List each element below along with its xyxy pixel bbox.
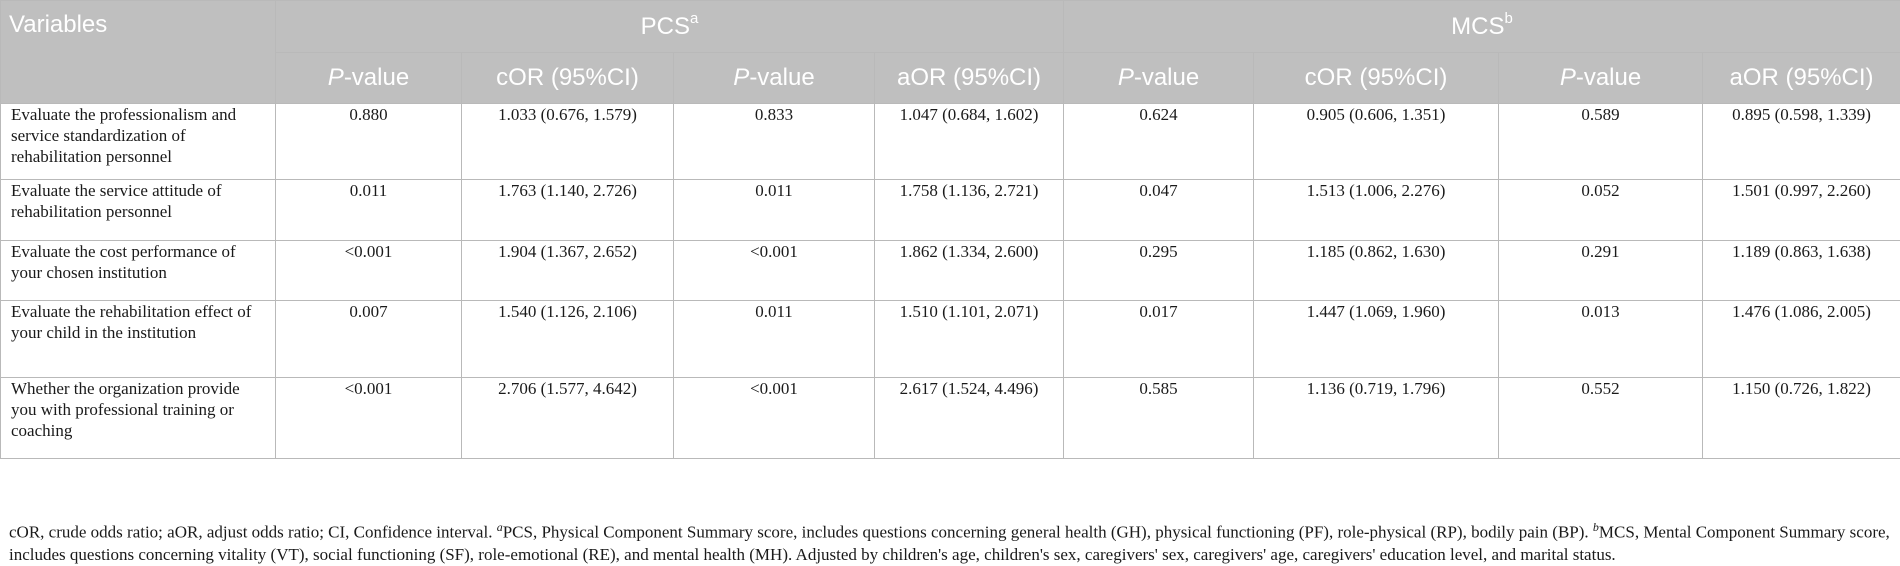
table-row: Evaluate the service attitude of rehabil… <box>0 179 1900 241</box>
variables-header-label: Variables <box>9 11 108 38</box>
pcs-p-value-adjusted-header: P-value <box>673 52 875 104</box>
variable-cell: Evaluate the professionalism and service… <box>0 103 276 180</box>
mcs-p-value-crude-header: P-value <box>1063 52 1255 104</box>
mcs-p-value-adjusted-header: P-value <box>1498 52 1704 104</box>
mcs-group-header: MCSb <box>1063 0 1900 53</box>
mcs-aor-cell: 1.476 (1.086, 2.005) <box>1702 300 1900 378</box>
table-row: Whether the organization provide you wit… <box>0 377 1900 459</box>
mcs-p-adjusted-cell: 0.552 <box>1498 377 1704 459</box>
footnote-marker-b: b <box>1592 520 1599 534</box>
table-footnote: cOR, crude odds ratio; aOR, adjust odds … <box>9 516 1893 566</box>
pcs-aor-cell: 1.047 (0.684, 1.602) <box>873 103 1065 180</box>
mcs-aor-cell: 0.895 (0.598, 1.339) <box>1702 103 1900 180</box>
pcs-p-adjusted-cell: 0.011 <box>673 179 875 241</box>
pcs-cor-cell: 1.763 (1.140, 2.726) <box>461 179 674 241</box>
mcs-p-adjusted-cell: 0.052 <box>1498 179 1704 241</box>
pcs-p-crude-cell: 0.007 <box>275 300 462 378</box>
pcs-p-adjusted-cell: 0.833 <box>673 103 875 180</box>
mcs-p-crude-cell: 0.624 <box>1063 103 1255 180</box>
pcs-p-value-crude-header: P-value <box>275 52 462 104</box>
mcs-p-crude-cell: 0.585 <box>1063 377 1255 459</box>
pcs-p-adjusted-cell: <0.001 <box>673 240 875 301</box>
footnote-pcs-definition: PCS, Physical Component Summary score, i… <box>502 522 1593 542</box>
variables-header: Variables <box>0 0 276 104</box>
pcs-group-header: PCSa <box>274 0 1065 53</box>
pcs-aor-cell: 1.510 (1.101, 2.071) <box>873 300 1065 378</box>
mcs-cor-cell: 0.905 (0.606, 1.351) <box>1253 103 1500 180</box>
mcs-header-superscript: b <box>1504 10 1513 27</box>
pcs-p-crude-cell: <0.001 <box>275 377 462 459</box>
pcs-header-label: PCS <box>640 13 691 40</box>
header-row-columns: P-value cOR (95%CI) P-value aOR (95%CI) … <box>1 52 1900 104</box>
mcs-cor-cell: 1.513 (1.006, 2.276) <box>1253 179 1500 241</box>
variable-cell: Evaluate the service attitude of rehabil… <box>0 179 276 241</box>
pcs-aor-cell: 1.758 (1.136, 2.721) <box>873 179 1065 241</box>
pcs-cor-cell: 1.540 (1.126, 2.106) <box>461 300 674 378</box>
mcs-aor-cell: 1.189 (0.863, 1.638) <box>1702 240 1900 301</box>
pcs-cor-cell: 1.904 (1.367, 2.652) <box>461 240 674 301</box>
mcs-cor-header: cOR (95%CI) <box>1253 52 1500 104</box>
pcs-cor-cell: 1.033 (0.676, 1.579) <box>461 103 674 180</box>
pcs-header-superscript: a <box>690 10 699 27</box>
pcs-aor-cell: 2.617 (1.524, 4.496) <box>873 377 1065 459</box>
mcs-aor-cell: 1.501 (0.997, 2.260) <box>1702 179 1900 241</box>
mcs-header-label: MCS <box>1451 13 1505 40</box>
pcs-p-adjusted-cell: <0.001 <box>673 377 875 459</box>
pcs-p-crude-cell: <0.001 <box>275 240 462 301</box>
pcs-cor-cell: 2.706 (1.577, 4.642) <box>461 377 674 459</box>
mcs-aor-header: aOR (95%CI) <box>1702 52 1900 104</box>
table-row: Evaluate the cost performance of your ch… <box>0 240 1900 301</box>
pcs-p-crude-cell: 0.880 <box>275 103 462 180</box>
mcs-aor-cell: 1.150 (0.726, 1.822) <box>1702 377 1900 459</box>
regression-results-table: Variables PCSa MCSb P-value cOR (95%CI) … <box>0 0 1900 459</box>
pcs-aor-header: aOR (95%CI) <box>873 52 1065 104</box>
footnote-mcs-definition: MCS, Mental Component Summary score, inc… <box>9 522 1890 564</box>
pcs-cor-header: cOR (95%CI) <box>461 52 674 104</box>
mcs-p-adjusted-cell: 0.013 <box>1498 300 1704 378</box>
variable-cell: Whether the organization provide you wit… <box>0 377 276 459</box>
pcs-p-adjusted-cell: 0.011 <box>673 300 875 378</box>
mcs-cor-cell: 1.447 (1.069, 1.960) <box>1253 300 1500 378</box>
table-row: Evaluate the professionalism and service… <box>0 103 1900 180</box>
table-row: Evaluate the rehabilitation effect of yo… <box>0 300 1900 378</box>
mcs-p-adjusted-cell: 0.291 <box>1498 240 1704 301</box>
mcs-cor-cell: 1.136 (0.719, 1.796) <box>1253 377 1500 459</box>
mcs-p-crude-cell: 0.017 <box>1063 300 1255 378</box>
mcs-p-crude-cell: 0.047 <box>1063 179 1255 241</box>
mcs-p-adjusted-cell: 0.589 <box>1498 103 1704 180</box>
mcs-p-crude-cell: 0.295 <box>1063 240 1255 301</box>
pcs-aor-cell: 1.862 (1.334, 2.600) <box>873 240 1065 301</box>
footnote-abbreviations: cOR, crude odds ratio; aOR, adjust odds … <box>9 522 497 542</box>
variable-cell: Evaluate the rehabilitation effect of yo… <box>0 300 276 378</box>
header-row-groups: Variables PCSa MCSb <box>0 0 1900 104</box>
footnote-marker-a: a <box>496 520 503 534</box>
variable-cell: Evaluate the cost performance of your ch… <box>0 240 276 301</box>
mcs-cor-cell: 1.185 (0.862, 1.630) <box>1253 240 1500 301</box>
pcs-p-crude-cell: 0.011 <box>275 179 462 241</box>
